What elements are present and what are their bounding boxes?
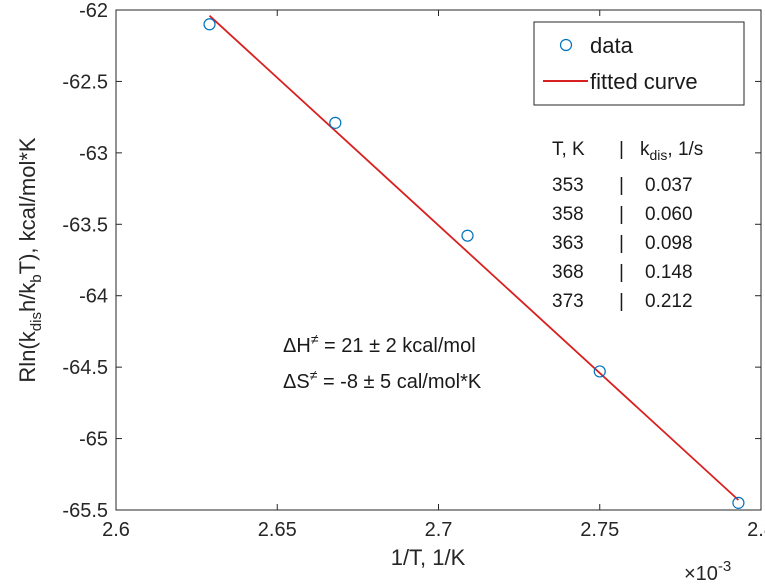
table-cell-k: 0.148 [645, 262, 693, 283]
x-exponent-power: -3 [718, 558, 731, 575]
x-tick-label: 2.8 [747, 519, 765, 541]
y-axis: -62 -62.5 -63 -63.5 -64 -64.5 -65 -65.5 [62, 0, 761, 522]
table-cell-k: 0.098 [645, 233, 693, 254]
y-tick-label: -65 [79, 429, 108, 451]
enthalpy-text: = 21 ± 2 kcal/mol [319, 335, 476, 357]
entropy-sup: ≠ [310, 367, 318, 383]
table-cell-T: 368 [552, 262, 584, 283]
legend-marker-icon [559, 38, 573, 52]
table-cell-T: 373 [552, 291, 584, 312]
x-axis-exponent: ×10-3 [684, 558, 731, 585]
x-axis-label: 1/T, 1/K [391, 545, 466, 570]
enthalpy-sup: ≠ [311, 331, 319, 347]
y-label-sub1: dis [28, 312, 45, 331]
y-tick-label: -65.5 [62, 500, 108, 522]
table-cell-sep: | [619, 262, 624, 283]
data-point [461, 229, 474, 242]
table-cell-k: 0.037 [645, 175, 693, 196]
enthalpy-annotation: ΔH≠ = 21 ± 2 kcal/mol [283, 331, 476, 357]
table-header-k-post: , 1/s [667, 139, 703, 160]
y-tick-label: -64 [79, 286, 108, 308]
fitted-curve-line [208, 15, 740, 501]
table-cell-sep: | [619, 291, 624, 312]
legend-box [533, 21, 745, 106]
y-label-mid: h/k [15, 282, 40, 312]
y-axis-label: Rln(kdish/kbT), kcal/mol*K [15, 137, 45, 382]
y-label-pre: Rln(k [15, 330, 40, 382]
rate-table: T, K | kdis, 1/s 353 | 0.037 358 | 0.060 363 | 0… [552, 139, 703, 312]
y-tick-label: -63.5 [62, 214, 108, 236]
data-point [593, 365, 606, 378]
x-axis: 2.6 2.65 2.7 2.75 2.8 [102, 10, 765, 541]
y-tick-label: -64.5 [62, 357, 108, 379]
thermo-annotations: ΔH≠ = 21 ± 2 kcal/mol ΔS≠ = -8 ± 5 cal/m… [283, 331, 482, 393]
table-cell-sep: | [619, 204, 624, 225]
table-cell-T: 363 [552, 233, 584, 254]
entropy-annotation: ΔS≠ = -8 ± 5 cal/mol*K [283, 367, 482, 393]
enthalpy-symbol: ΔH [283, 335, 311, 357]
table-header-k-pre: k [640, 139, 650, 160]
table-cell-sep: | [619, 175, 624, 196]
legend: data fitted curve [533, 21, 745, 106]
x-exponent-base: ×10 [684, 563, 718, 585]
y-label-post: T), kcal/mol*K [15, 137, 40, 274]
data-point [329, 116, 342, 129]
table-header-k-sub: dis [650, 147, 668, 163]
data-markers-layer [203, 18, 745, 509]
table-cell-k: 0.212 [645, 291, 693, 312]
legend-label-fitted: fitted curve [590, 69, 698, 94]
y-tick-label: -62.5 [62, 71, 108, 93]
x-tick-label: 2.75 [580, 519, 619, 541]
entropy-symbol: ΔS [283, 371, 310, 393]
entropy-text: = -8 ± 5 cal/mol*K [317, 371, 481, 393]
table-rows: 353 | 0.037 358 | 0.060 363 | 0.098 368 | 0.148 373 |… [552, 175, 693, 312]
table-cell-k: 0.060 [645, 204, 693, 225]
legend-label-data: data [590, 33, 634, 58]
table-header-T: T, K [552, 139, 585, 160]
data-point [203, 18, 216, 31]
data-point [732, 496, 745, 509]
x-tick-label: 2.6 [102, 519, 130, 541]
table-header-k: kdis, 1/s [640, 139, 703, 163]
y-tick-label: -62 [79, 0, 108, 22]
table-cell-T: 353 [552, 175, 584, 196]
fitted-line-layer [208, 15, 740, 501]
y-tick-label: -63 [79, 143, 108, 165]
table-cell-sep: | [619, 233, 624, 254]
table-header-sep: | [619, 139, 624, 160]
y-label-sub2: b [28, 274, 45, 282]
x-tick-label: 2.7 [425, 519, 453, 541]
x-tick-label: 2.65 [258, 519, 297, 541]
table-cell-T: 358 [552, 204, 584, 225]
